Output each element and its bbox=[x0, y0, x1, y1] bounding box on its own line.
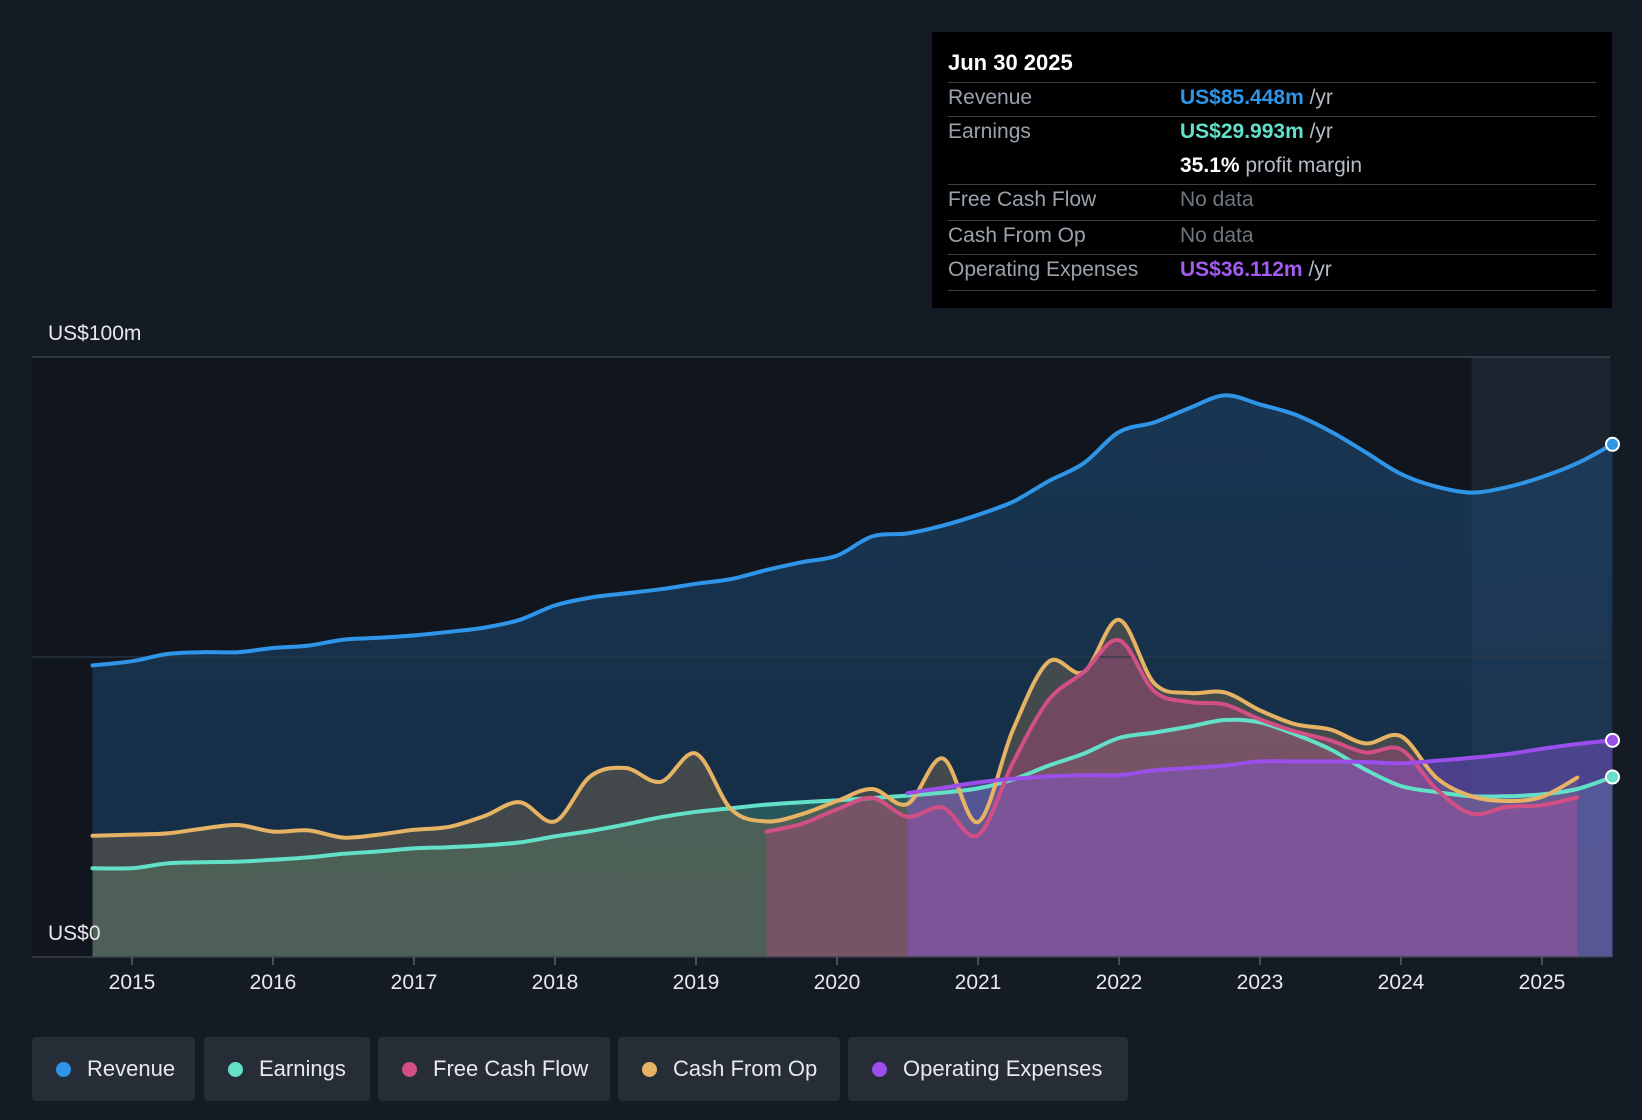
x-tick-label: 2022 bbox=[1096, 971, 1143, 994]
x-tick-label: 2020 bbox=[814, 971, 861, 994]
area-earnings bbox=[92, 719, 1613, 957]
tooltip-value: 35.1% bbox=[1180, 154, 1240, 177]
series-line-revenue bbox=[90, 393, 1615, 668]
legend-label: Operating Expenses bbox=[903, 1056, 1103, 1081]
legend-item-cash-from-op[interactable]: Cash From Op bbox=[618, 1037, 840, 1101]
legend-label: Revenue bbox=[87, 1056, 176, 1081]
tooltip-value: US$29.993m bbox=[1180, 120, 1304, 143]
tooltip-label: Operating Expenses bbox=[948, 258, 1139, 281]
tooltip-label: Free Cash Flow bbox=[948, 188, 1097, 211]
tooltip-label: Revenue bbox=[948, 86, 1033, 109]
x-tick-label: 2018 bbox=[532, 971, 579, 994]
end-marker-earnings[interactable] bbox=[1605, 769, 1620, 785]
legend-dot-icon bbox=[642, 1061, 657, 1077]
tooltip-label: Earnings bbox=[948, 120, 1031, 143]
divider bbox=[948, 82, 1596, 83]
tooltip-value: US$36.112m bbox=[1180, 258, 1303, 281]
x-tick-label: 2024 bbox=[1378, 971, 1425, 994]
tooltip-unit: /yr bbox=[1303, 120, 1333, 143]
y-axis-top-label: US$100m bbox=[48, 322, 141, 345]
legend-item-earnings[interactable]: Earnings bbox=[204, 1037, 370, 1101]
area-operating-expenses bbox=[907, 740, 1613, 957]
legend-dot-icon bbox=[56, 1061, 71, 1077]
tooltip-unit: profit margin bbox=[1239, 154, 1363, 177]
legend-dot-icon bbox=[228, 1061, 243, 1077]
legend-label: Cash From Op bbox=[673, 1056, 818, 1081]
tooltip-value: US$85.448m bbox=[1180, 86, 1304, 109]
tooltip-value: No data bbox=[1180, 224, 1254, 247]
end-marker-operating-expenses[interactable] bbox=[1605, 732, 1620, 748]
tooltip-unit: /yr bbox=[1302, 258, 1332, 281]
legend-item-operating-expenses[interactable]: Operating Expenses bbox=[848, 1037, 1128, 1101]
legend-label: Free Cash Flow bbox=[433, 1056, 589, 1081]
area-revenue bbox=[92, 395, 1613, 957]
divider bbox=[948, 184, 1596, 185]
x-tick-label: 2017 bbox=[391, 971, 438, 994]
series-line-operating-expenses bbox=[905, 738, 1615, 796]
hover-tooltip: Jun 30 2025 Revenue US$85.448m /yr Earni… bbox=[932, 32, 1612, 308]
x-tick-label: 2016 bbox=[250, 971, 297, 994]
series-line-cash-from-op bbox=[90, 617, 1580, 840]
divider bbox=[948, 290, 1596, 291]
x-tick-label: 2023 bbox=[1237, 971, 1284, 994]
y-axis-bottom-label: US$0 bbox=[48, 922, 101, 945]
divider bbox=[948, 220, 1596, 221]
tooltip-date: Jun 30 2025 bbox=[948, 50, 1073, 75]
x-tick-label: 2019 bbox=[673, 971, 720, 994]
legend-item-revenue[interactable]: Revenue bbox=[32, 1037, 195, 1101]
divider bbox=[948, 254, 1596, 255]
legend-dot-icon bbox=[402, 1061, 417, 1077]
area-free-cash-flow bbox=[766, 639, 1578, 957]
series-line-earnings bbox=[90, 717, 1615, 871]
legend-label: Earnings bbox=[259, 1056, 346, 1081]
tooltip-unit: /yr bbox=[1303, 86, 1333, 109]
x-tick-label: 2015 bbox=[109, 971, 156, 994]
legend-item-free-cash-flow[interactable]: Free Cash Flow bbox=[378, 1037, 610, 1101]
series-line-free-cash-flow bbox=[764, 638, 1580, 839]
tooltip-label: Cash From Op bbox=[948, 224, 1086, 247]
divider bbox=[948, 116, 1596, 117]
legend-dot-icon bbox=[872, 1061, 887, 1077]
x-tick-label: 2025 bbox=[1519, 971, 1566, 994]
end-marker-revenue[interactable] bbox=[1605, 436, 1620, 452]
x-tick-label: 2021 bbox=[955, 971, 1002, 994]
tooltip-value: No data bbox=[1180, 188, 1254, 211]
